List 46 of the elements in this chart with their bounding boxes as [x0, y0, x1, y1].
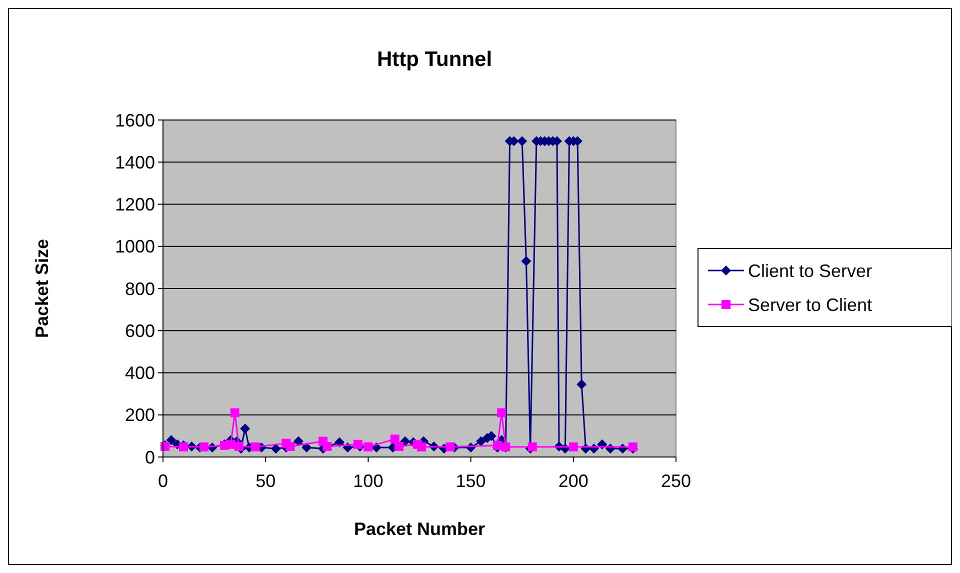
point	[293, 436, 304, 446]
point	[528, 442, 537, 452]
point	[521, 256, 532, 266]
y-tick-label: 800	[124, 278, 155, 299]
point	[250, 442, 260, 452]
point	[568, 442, 578, 452]
point	[230, 408, 240, 418]
y-tick-label: 200	[124, 405, 155, 426]
x-tick-label: 200	[558, 471, 588, 491]
point	[628, 442, 638, 452]
point	[286, 442, 295, 451]
x-tick-label: 100	[353, 471, 384, 491]
point	[492, 440, 502, 450]
point	[417, 442, 426, 452]
legend-label: Server to Client	[748, 294, 872, 315]
point	[446, 442, 455, 452]
y-axis-title: Packet Size	[32, 238, 52, 338]
y-tick-label: 0	[144, 447, 155, 468]
point	[497, 408, 506, 418]
y-tick-label: 1400	[114, 152, 155, 172]
y-tick-label: 400	[124, 363, 155, 384]
y-tick-label: 1000	[114, 236, 155, 257]
x-axis-title: Packet Number	[354, 519, 486, 539]
x-tick-label: 0	[158, 471, 168, 491]
point	[240, 424, 250, 434]
point	[364, 442, 373, 452]
point	[200, 442, 209, 452]
y-tick-label: 1600	[114, 110, 155, 130]
point	[476, 436, 486, 446]
y-tick-label: 1200	[114, 194, 155, 215]
x-tick-label: 50	[256, 471, 276, 491]
point	[234, 442, 244, 451]
point	[394, 442, 404, 451]
y-tick-label: 600	[124, 320, 155, 341]
point	[302, 442, 312, 453]
point	[390, 434, 400, 444]
legend-label: Client to Server	[748, 260, 872, 281]
chart-title: Http Tunnel	[376, 48, 492, 71]
point	[270, 444, 281, 454]
point	[322, 442, 332, 451]
x-tick-label: 150	[456, 471, 486, 491]
point	[353, 440, 362, 449]
point	[517, 136, 528, 146]
x-tick-label: 250	[660, 471, 692, 491]
point	[576, 379, 587, 390]
point	[166, 435, 176, 446]
